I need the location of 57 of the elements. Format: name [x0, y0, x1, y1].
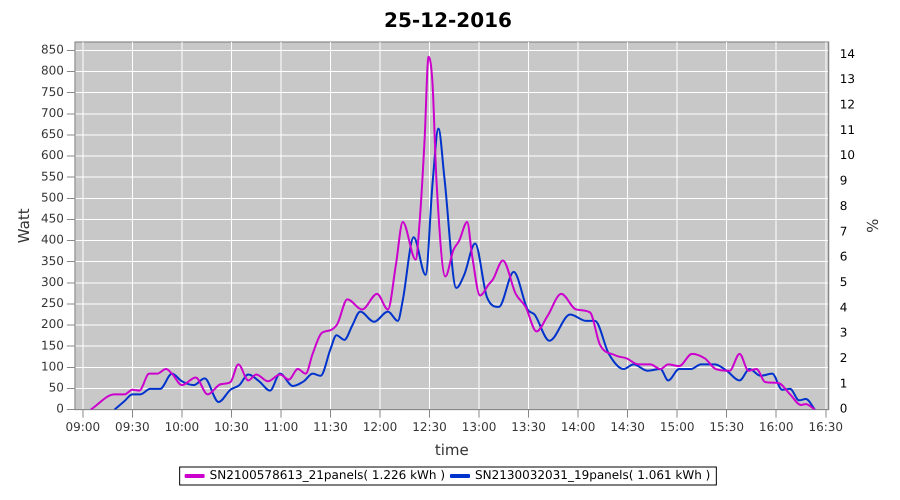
- y-tick-label: 300: [41, 274, 64, 289]
- y-axis-title: Watt: [14, 208, 33, 244]
- legend-label: SN2100578613_21panels( 1.226 kWh ): [210, 468, 446, 482]
- x-tick-label: 09:30: [115, 420, 150, 434]
- y2-tick-label: 12: [840, 98, 856, 112]
- y2-tick-label: 13: [840, 72, 856, 86]
- y2-tick-label: 9: [840, 174, 848, 188]
- line-series: [90, 56, 816, 410]
- legend-label: SN2130032031_19panels( 1.061 kWh ): [475, 468, 710, 482]
- y2-axis-title: %: [863, 218, 882, 233]
- x-tick-label: 15:00: [660, 420, 694, 434]
- y2-tick-label: 7: [840, 224, 848, 238]
- y2-tick-label: 8: [840, 198, 848, 213]
- y-tick-label: 800: [41, 64, 64, 78]
- y2-tick-label: 4: [840, 300, 848, 314]
- y-tick-label: 450: [41, 212, 64, 226]
- line-series: [114, 128, 816, 410]
- y-tick-label: 100: [41, 359, 64, 374]
- y-tick-label: 650: [41, 127, 64, 142]
- y-tick-label: 0: [56, 402, 64, 416]
- x-tick-label: 11:30: [313, 420, 348, 434]
- y-tick-label: 250: [41, 296, 64, 310]
- x-tick-label: 10:00: [164, 420, 200, 434]
- x-axis-title: time: [434, 440, 469, 459]
- x-tick-label: 14:00: [560, 420, 596, 434]
- x-tick-label: 09:00: [66, 420, 100, 434]
- y-tick-label: 550: [41, 169, 64, 184]
- x-tick-label: 12:00: [362, 420, 398, 434]
- x-tick-label: 13:30: [511, 420, 546, 434]
- x-tick-label: 11:00: [264, 420, 298, 434]
- x-tick-label: 16:30: [808, 420, 844, 434]
- y2-tick-label: 1: [840, 376, 848, 390]
- y-tick-label: 350: [41, 254, 64, 268]
- x-tick-label: 10:30: [214, 420, 249, 434]
- y2-tick-label: 0: [840, 402, 848, 416]
- y-tick-label: 600: [41, 148, 64, 162]
- x-tick-label: 16:00: [758, 420, 794, 434]
- x-tick-label: 12:30: [412, 420, 447, 434]
- y-tick-label: 750: [41, 84, 64, 99]
- chart-title: 25-12-2016: [384, 8, 512, 32]
- y-tick-label: 150: [41, 338, 64, 352]
- y-tick-label: 850: [41, 42, 64, 57]
- y2-tick-label: 3: [840, 326, 848, 340]
- y-tick-label: 700: [41, 106, 64, 120]
- y2-tick-label: 14: [840, 46, 856, 61]
- y-tick-label: 500: [41, 190, 64, 204]
- y-tick-label: 200: [41, 317, 64, 332]
- y2-tick-label: 6: [840, 250, 848, 264]
- y2-tick-label: 5: [840, 274, 848, 289]
- y2-tick-label: 10: [840, 148, 856, 162]
- x-tick-label: 15:30: [709, 420, 744, 434]
- y2-tick-label: 11: [840, 122, 856, 137]
- y-tick-label: 400: [41, 232, 64, 247]
- y-tick-label: 50: [48, 380, 64, 395]
- x-tick-label: 14:30: [610, 420, 645, 434]
- x-tick-label: 13:00: [462, 420, 496, 434]
- y2-tick-label: 2: [840, 351, 848, 366]
